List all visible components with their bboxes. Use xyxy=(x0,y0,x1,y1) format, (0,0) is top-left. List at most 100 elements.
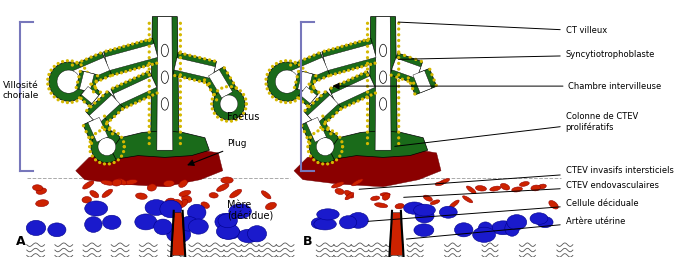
Circle shape xyxy=(116,132,120,135)
Ellipse shape xyxy=(85,201,108,216)
Circle shape xyxy=(431,73,433,76)
Circle shape xyxy=(108,126,112,129)
Ellipse shape xyxy=(549,200,559,209)
Circle shape xyxy=(296,96,299,100)
Circle shape xyxy=(358,40,362,43)
Circle shape xyxy=(397,96,400,99)
Polygon shape xyxy=(81,86,99,104)
Circle shape xyxy=(56,62,60,65)
Circle shape xyxy=(203,57,206,60)
Ellipse shape xyxy=(395,203,404,209)
Ellipse shape xyxy=(161,44,169,57)
Circle shape xyxy=(95,81,98,84)
Circle shape xyxy=(96,74,99,78)
Circle shape xyxy=(271,95,274,98)
Circle shape xyxy=(420,60,423,63)
Ellipse shape xyxy=(531,185,540,191)
Circle shape xyxy=(312,53,315,57)
Circle shape xyxy=(397,33,400,36)
Circle shape xyxy=(46,82,49,86)
Ellipse shape xyxy=(374,203,388,208)
Circle shape xyxy=(327,48,330,51)
Ellipse shape xyxy=(537,217,553,228)
Circle shape xyxy=(79,63,83,66)
Text: Foetus: Foetus xyxy=(227,112,259,122)
Circle shape xyxy=(91,136,94,139)
Polygon shape xyxy=(113,76,157,105)
Circle shape xyxy=(361,97,364,101)
Circle shape xyxy=(306,80,309,83)
Circle shape xyxy=(122,45,125,48)
Circle shape xyxy=(61,100,64,103)
Circle shape xyxy=(275,62,278,65)
Text: Chambre intervilleuse: Chambre intervilleuse xyxy=(567,82,661,91)
Polygon shape xyxy=(79,84,101,106)
Circle shape xyxy=(329,132,332,135)
Circle shape xyxy=(213,59,216,63)
Circle shape xyxy=(103,128,106,131)
Circle shape xyxy=(148,108,151,111)
Circle shape xyxy=(397,90,400,94)
Circle shape xyxy=(366,39,369,42)
Circle shape xyxy=(303,109,307,112)
Polygon shape xyxy=(83,115,113,144)
Polygon shape xyxy=(301,115,331,144)
Circle shape xyxy=(271,65,274,68)
Circle shape xyxy=(323,122,326,125)
Circle shape xyxy=(366,27,369,31)
Circle shape xyxy=(366,90,369,94)
Circle shape xyxy=(88,80,91,83)
Ellipse shape xyxy=(201,202,209,208)
Circle shape xyxy=(334,72,337,76)
Circle shape xyxy=(212,93,215,97)
Ellipse shape xyxy=(431,200,440,205)
Circle shape xyxy=(94,86,97,90)
Ellipse shape xyxy=(439,178,450,185)
Circle shape xyxy=(85,130,88,133)
Ellipse shape xyxy=(217,227,240,239)
Circle shape xyxy=(305,85,309,88)
Circle shape xyxy=(289,59,292,63)
Circle shape xyxy=(366,73,369,76)
Circle shape xyxy=(352,101,355,105)
Circle shape xyxy=(202,81,206,84)
Circle shape xyxy=(299,86,302,89)
Circle shape xyxy=(109,48,112,51)
Circle shape xyxy=(314,74,318,78)
Circle shape xyxy=(366,79,369,82)
Circle shape xyxy=(276,70,299,93)
Ellipse shape xyxy=(82,197,91,203)
Circle shape xyxy=(369,63,372,66)
Circle shape xyxy=(98,161,102,164)
Circle shape xyxy=(338,154,341,158)
Circle shape xyxy=(239,115,242,119)
Circle shape xyxy=(347,69,350,72)
Circle shape xyxy=(146,70,149,74)
Text: Mère
(décidue): Mère (décidue) xyxy=(227,200,274,222)
Circle shape xyxy=(148,113,151,116)
Circle shape xyxy=(141,72,145,76)
Circle shape xyxy=(347,78,350,82)
Circle shape xyxy=(104,50,108,53)
Ellipse shape xyxy=(345,193,354,200)
Circle shape xyxy=(374,61,376,65)
Circle shape xyxy=(123,145,126,148)
Circle shape xyxy=(88,80,91,83)
Ellipse shape xyxy=(178,199,188,208)
Ellipse shape xyxy=(102,189,112,197)
Text: Cellule déciduale: Cellule déciduale xyxy=(368,199,638,221)
Circle shape xyxy=(230,85,233,88)
Circle shape xyxy=(213,93,216,96)
Polygon shape xyxy=(86,91,124,128)
Circle shape xyxy=(225,85,228,88)
Ellipse shape xyxy=(519,182,529,186)
Polygon shape xyxy=(76,70,97,93)
Circle shape xyxy=(366,96,369,99)
Circle shape xyxy=(105,90,108,94)
Circle shape xyxy=(148,119,151,122)
Circle shape xyxy=(148,131,151,134)
Circle shape xyxy=(397,102,400,105)
Circle shape xyxy=(242,93,245,96)
Polygon shape xyxy=(392,58,421,79)
Circle shape xyxy=(117,111,120,114)
